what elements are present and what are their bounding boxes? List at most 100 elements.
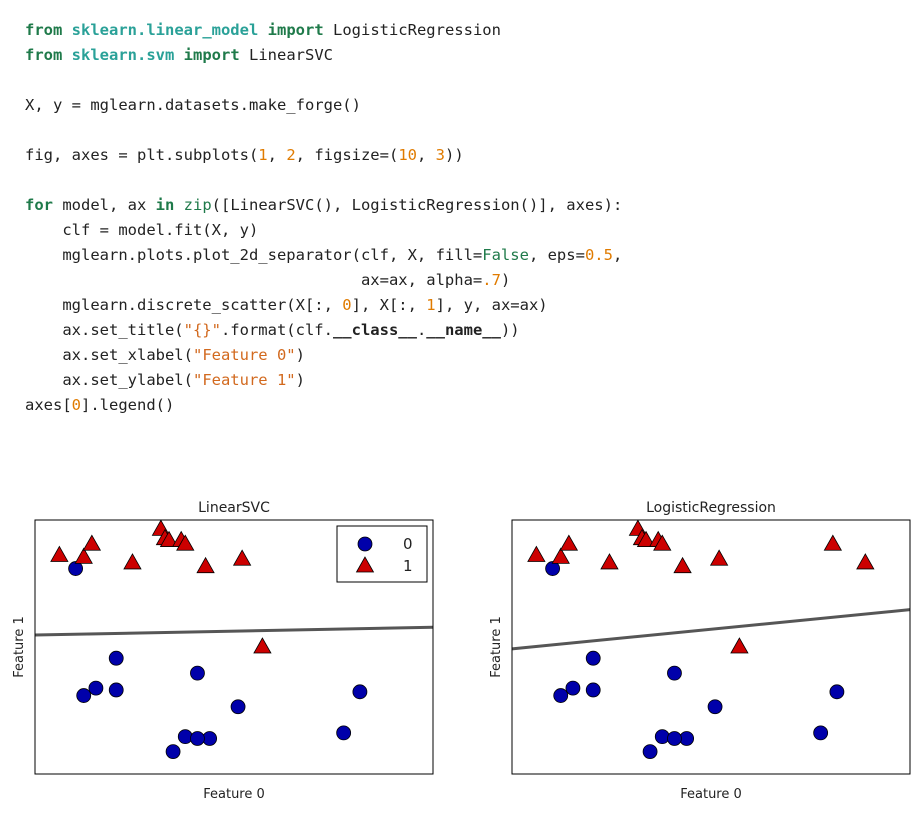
class-1-point (730, 637, 749, 654)
code-token (258, 21, 267, 39)
code-token: )) (445, 146, 464, 164)
class-0-point (230, 699, 246, 715)
code-token: from (25, 21, 63, 39)
class-1-point (196, 556, 215, 574)
code-token: 2 (286, 146, 296, 164)
class-1-point (50, 545, 69, 562)
code-line: fig, axes = plt.subplots(1, 2, figsize=(… (25, 146, 464, 164)
code-line: mglearn.discrete_scatter(X[:, 0], X[:, 1… (25, 296, 548, 314)
code-token: model, ax (53, 196, 156, 214)
legend-marker-0 (357, 536, 373, 552)
code-token: , figsize=( (295, 146, 399, 164)
class-1-point (653, 534, 672, 551)
chart-title: LogisticRegression (646, 500, 776, 516)
code-token (62, 21, 71, 39)
code-token: , eps= (528, 246, 585, 264)
plot-frame (34, 519, 434, 775)
code-token: import (183, 46, 240, 64)
code-line: for model, ax in zip([LinearSVC(), Logis… (25, 196, 622, 214)
code-token: , (267, 146, 287, 164)
decision-boundary-line (511, 608, 911, 651)
class-1-point (559, 534, 579, 551)
class-0-point (336, 725, 352, 741)
code-token: ) (295, 371, 305, 389)
class-0-point (565, 680, 581, 696)
code-token: ax.set_ylabel( (25, 371, 193, 389)
code-line: X, y = mglearn.datasets.make_forge() (25, 96, 361, 114)
class-1-point (74, 547, 93, 564)
class-1-point (673, 556, 692, 574)
legend: 01 (336, 525, 428, 583)
code-token: ax.set_title( (25, 321, 184, 339)
class-0-point (667, 665, 682, 681)
code-token: .7 (482, 271, 501, 289)
code-token: zip (183, 196, 212, 214)
class-0-point (707, 699, 723, 715)
code-line: axes[0].legend() (25, 396, 174, 414)
code-token: "Feature 0" (192, 346, 296, 364)
plot-frame (511, 519, 911, 775)
code-token: ], X[:, (351, 296, 427, 314)
class-0-point (813, 725, 829, 741)
code-token: , (416, 146, 436, 164)
class-0-point (829, 684, 845, 700)
class-1-point (123, 553, 142, 570)
legend-box (336, 525, 428, 583)
code-token: 0 (71, 396, 82, 414)
code-token: import (267, 21, 324, 39)
code-token: , (612, 246, 623, 264)
chart-title: LinearSVC (198, 500, 270, 516)
x-axis-label: Feature 0 (203, 787, 265, 802)
class-0-point (642, 744, 658, 759)
class-0-point (545, 561, 561, 576)
code-line: from sklearn.linear_model import Logisti… (25, 21, 501, 39)
class-1-point (527, 545, 546, 562)
code-token: ) (500, 271, 511, 289)
class-0-point (88, 680, 104, 696)
class-0-point (585, 682, 601, 698)
code-line: ax.set_title("{}".format(clf.__class__._… (25, 321, 519, 339)
code-token: LogisticRegression (323, 21, 501, 39)
class-1-point (82, 534, 102, 551)
code-token: clf = model.fit(X, y) (25, 221, 259, 239)
code-token: 0 (342, 296, 352, 314)
code-token: ax=ax, alpha= (25, 271, 483, 289)
code-token: "{}" (183, 321, 221, 339)
class-1-point (176, 534, 195, 551)
class-0-point (654, 729, 670, 745)
y-axis-label: Feature 1 (12, 616, 27, 678)
class-1-point (823, 534, 843, 551)
class-0-point (352, 684, 368, 700)
code-token: from (25, 46, 63, 64)
code-token: ], y, ax=ax) (435, 296, 548, 314)
legend-label-1: 1 (403, 557, 413, 575)
class-0-point (667, 731, 682, 746)
code-token: sklearn.svm (71, 46, 175, 64)
code-token: axes[ (25, 396, 72, 414)
code-token: for (25, 196, 53, 214)
linearsvc-plot: LinearSVC Feature 0 Feature 1 01 (12, 500, 434, 802)
code-token: X, y = mglearn.datasets.make_forge() (25, 96, 361, 114)
class-1-point (856, 553, 875, 570)
code-token: 3 (435, 146, 445, 164)
class-1-point (600, 553, 619, 570)
code-token: "Feature 1" (192, 371, 296, 389)
logisticregression-plot: LogisticRegression Feature 0 Feature 1 (489, 500, 911, 802)
code-cell: from sklearn.linear_model import Logisti… (25, 18, 622, 418)
code-token (174, 196, 183, 214)
code-token: ].legend() (81, 396, 175, 414)
class-0-point (76, 688, 92, 703)
class-1-point (253, 637, 272, 654)
code-token: mglearn.discrete_scatter(X[:, (25, 296, 343, 314)
class-1-point (636, 530, 656, 547)
code-token: sklearn.linear_model (71, 21, 259, 39)
class-1-point (159, 530, 179, 547)
class-1-point (551, 547, 570, 564)
code-line: mglearn.plots.plot_2d_separator(clf, X, … (25, 246, 622, 264)
code-token: ([LinearSVC(), LogisticRegression()], ax… (211, 196, 623, 214)
code-line: from sklearn.svm import LinearSVC (25, 46, 333, 64)
class-0-point (585, 650, 601, 666)
code-token: 0.5 (584, 246, 613, 264)
class-0-point (68, 561, 84, 576)
code-token: __class__ (332, 321, 417, 339)
